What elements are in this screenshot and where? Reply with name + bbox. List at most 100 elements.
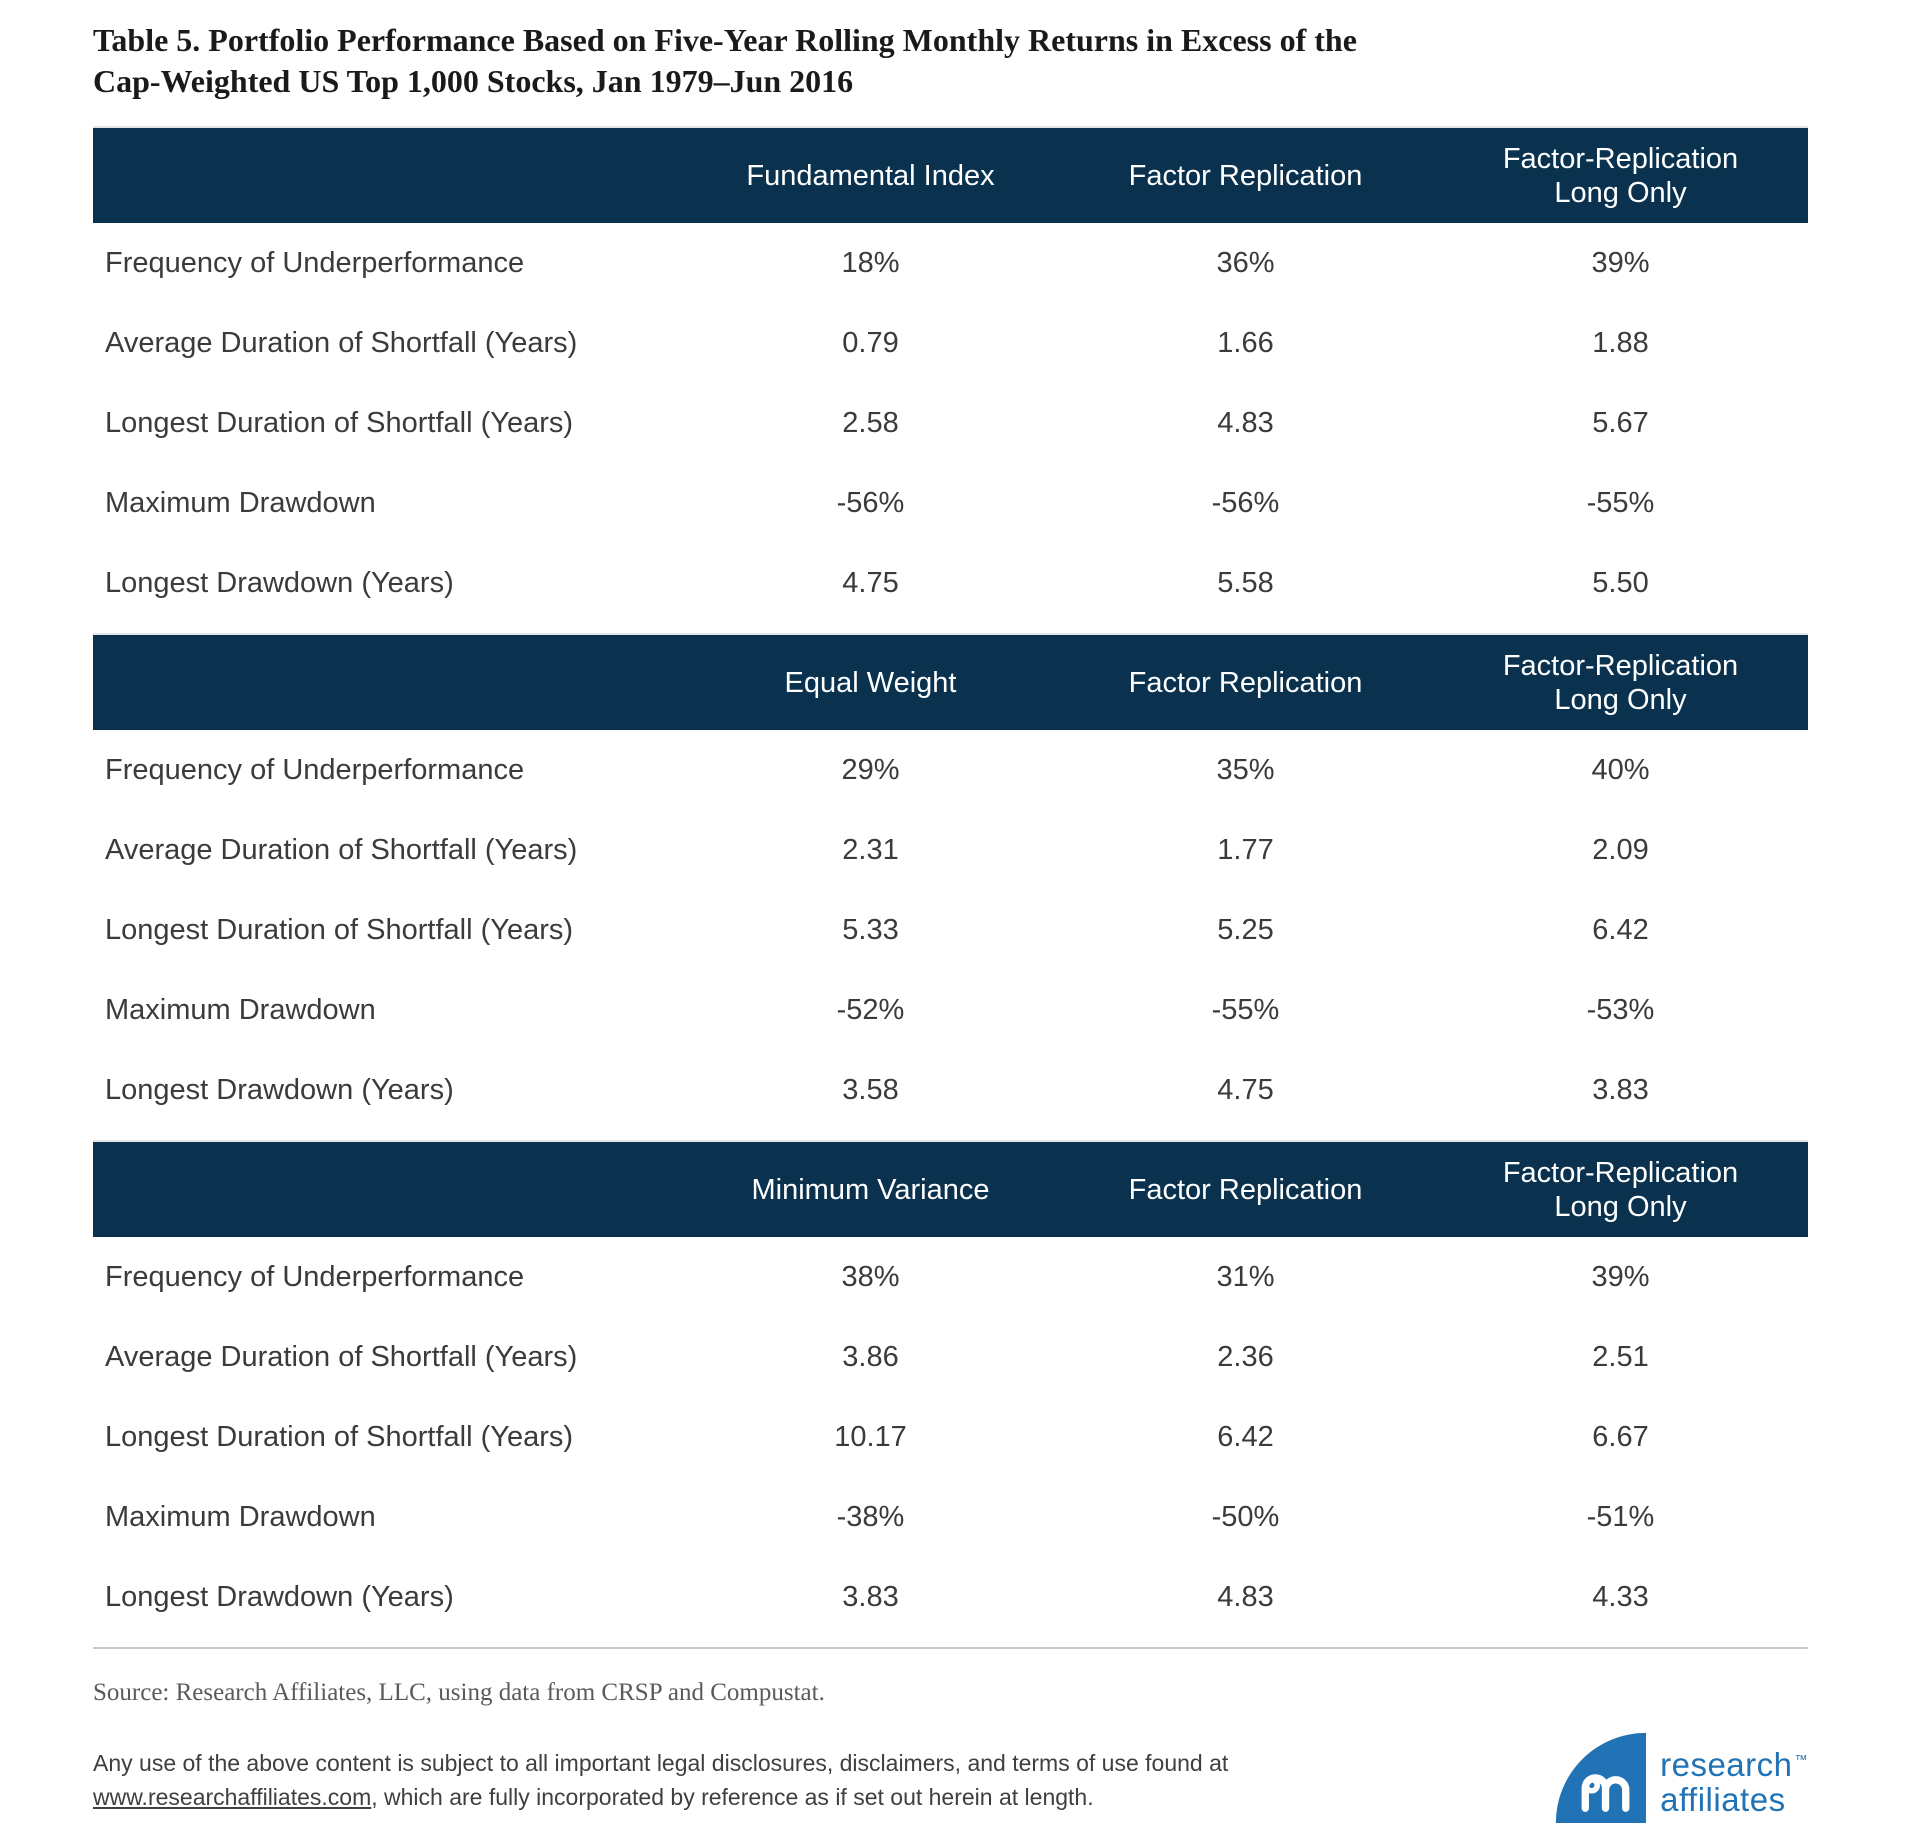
row-label: Frequency of Underperformance [105,753,525,786]
table-section-minimum-variance: Minimum Variance Factor Replication Fact… [93,1140,1808,1637]
row-label: Maximum Drawdown [105,1500,376,1533]
cell-value: 0.79 [842,326,899,359]
row-label: Longest Duration of Shortfall (Years) [105,406,574,439]
cell-value: 10.17 [834,1420,907,1453]
column-header-label: Factor-Replication Long Only [1502,1156,1739,1223]
cell-value: 3.83 [1592,1073,1649,1106]
row-label: Longest Duration of Shortfall (Years) [105,1420,574,1453]
row-label: Average Duration of Shortfall (Years) [105,833,578,866]
row-label: Average Duration of Shortfall (Years) [105,1340,578,1373]
trademark-symbol: ™ [1794,1752,1808,1767]
cell-value: 18% [841,246,900,279]
table-row: Longest Drawdown (Years) 4.75 5.58 5.50 [93,543,1808,623]
cell-value: 2.09 [1592,833,1649,866]
table-row: Longest Duration of Shortfall (Years) 2.… [93,383,1808,463]
cell-value: 3.86 [842,1340,899,1373]
cell-value: 4.83 [1217,1580,1274,1613]
cell-value: 2.51 [1592,1340,1649,1373]
column-header: Factor-Replication Long Only [1433,649,1808,717]
table-row: Frequency of Underperformance 29% 35% 40… [93,730,1808,810]
ra-wordmark-line-1: research ™ [1660,1742,1808,1782]
column-header-label: Factor Replication [1128,159,1363,192]
cell-value: 6.42 [1217,1420,1274,1453]
cell-value: -53% [1586,993,1655,1026]
table-row: Maximum Drawdown -52% -55% -53% [93,970,1808,1050]
cell-value: -56% [1211,486,1280,519]
cell-value: 35% [1216,753,1275,786]
ra-word-research: research [1660,1746,1793,1783]
ra-wordmark: research ™ affiliates [1660,1742,1808,1817]
cell-value: 29% [841,753,900,786]
legal-disclaimer: Any use of the above content is subject … [93,1746,1228,1814]
table-row: Average Duration of Shortfall (Years) 2.… [93,810,1808,890]
cell-value: 3.83 [842,1580,899,1613]
ra-wordmark-line-2: affiliates [1660,1781,1786,1818]
cell-value: 5.67 [1592,406,1649,439]
row-label: Longest Drawdown (Years) [105,1073,454,1106]
cell-value: -56% [836,486,905,519]
column-header: Factor Replication [1058,159,1433,193]
column-header: Equal Weight [683,666,1058,700]
ra-logo-icon [1554,1731,1647,1828]
table-header-row: Equal Weight Factor Replication Factor-R… [93,633,1808,730]
cell-value: 2.36 [1217,1340,1274,1373]
cell-value: 4.83 [1217,406,1274,439]
table-row: Average Duration of Shortfall (Years) 0.… [93,303,1808,383]
cell-value: 6.67 [1592,1420,1649,1453]
row-label: Maximum Drawdown [105,993,376,1026]
row-label: Longest Drawdown (Years) [105,566,454,599]
legal-link[interactable]: www.researchaffiliates.com [93,1783,372,1810]
table-header-row: Minimum Variance Factor Replication Fact… [93,1140,1808,1237]
column-header-label: Equal Weight [784,666,957,699]
row-label: Frequency of Underperformance [105,1260,525,1293]
cell-value: 5.33 [842,913,899,946]
cell-value: 5.58 [1217,566,1274,599]
column-header: Factor-Replication Long Only [1433,1156,1808,1224]
cell-value: -51% [1586,1500,1655,1533]
cell-value: 2.58 [842,406,899,439]
cell-value: 1.66 [1217,326,1274,359]
cell-value: 4.75 [1217,1073,1274,1106]
cell-value: 38% [841,1260,900,1293]
source-note: Source: Research Affiliates, LLC, using … [93,1679,825,1706]
table-row: Longest Duration of Shortfall (Years) 5.… [93,890,1808,970]
table-row: Maximum Drawdown -38% -50% -51% [93,1477,1808,1557]
table-row: Longest Drawdown (Years) 3.58 4.75 3.83 [93,1050,1808,1130]
footer-divider [93,1647,1808,1649]
table-section-fundamental-index: Fundamental Index Factor Replication Fac… [93,126,1808,623]
cell-value: 5.50 [1592,566,1649,599]
cell-value: 3.58 [842,1073,899,1106]
table-section-equal-weight: Equal Weight Factor Replication Factor-R… [93,633,1808,1130]
cell-value: 5.25 [1217,913,1274,946]
table-row: Longest Drawdown (Years) 3.83 4.83 4.33 [93,1557,1808,1637]
legal-line-2-rest: , which are fully incorporated by refere… [371,1783,1094,1810]
table-row: Average Duration of Shortfall (Years) 3.… [93,1317,1808,1397]
cell-value: 4.75 [842,566,899,599]
cell-value: 2.31 [842,833,899,866]
column-header-label: Factor-Replication Long Only [1502,649,1739,716]
page-title: Table 5. Portfolio Performance Based on … [93,20,1808,102]
table-row: Maximum Drawdown -56% -56% -55% [93,463,1808,543]
title-line-1: Table 5. Portfolio Performance Based on … [93,22,1357,58]
table-row: Frequency of Underperformance 38% 31% 39… [93,1237,1808,1317]
row-label: Average Duration of Shortfall (Years) [105,326,578,359]
cell-value: 39% [1591,246,1650,279]
column-header: Factor Replication [1058,666,1433,700]
cell-value: 6.42 [1592,913,1649,946]
column-header: Factor Replication [1058,1173,1433,1207]
cell-value: 1.88 [1592,326,1649,359]
cell-value: -38% [836,1500,905,1533]
cell-value: 4.33 [1592,1580,1649,1613]
column-header-label: Minimum Variance [751,1173,990,1206]
cell-value: 31% [1216,1260,1275,1293]
cell-value: 36% [1216,246,1275,279]
column-header: Factor-Replication Long Only [1433,142,1808,210]
row-label: Maximum Drawdown [105,486,376,519]
table-row: Frequency of Underperformance 18% 36% 39… [93,223,1808,303]
column-header-label: Factor-Replication Long Only [1502,142,1739,209]
column-header-label: Fundamental Index [746,159,995,192]
cell-value: -55% [1586,486,1655,519]
table-row: Longest Duration of Shortfall (Years) 10… [93,1397,1808,1477]
row-label: Frequency of Underperformance [105,246,525,279]
